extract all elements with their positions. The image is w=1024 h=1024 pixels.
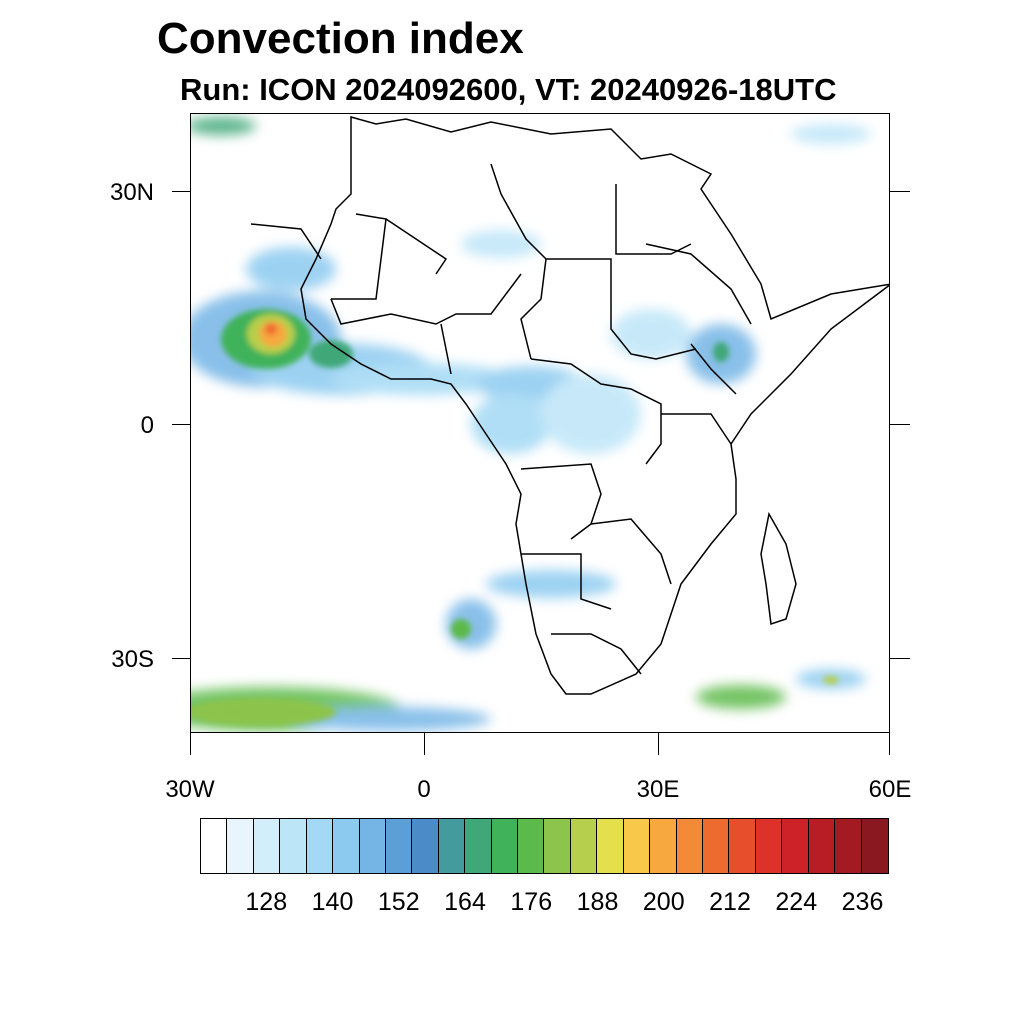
colorbar-swatch <box>438 819 466 873</box>
convection-field <box>191 117 871 731</box>
tick-bottom-60e <box>889 733 890 755</box>
colorbar-swatch <box>227 819 254 873</box>
coastlines <box>250 116 889 695</box>
tick-right-30s <box>890 658 910 659</box>
lon-label-30e: 30E <box>636 776 680 803</box>
colorbar-label: 176 <box>510 888 553 916</box>
map-frame <box>190 113 890 733</box>
colorbar-swatch <box>491 819 519 873</box>
colorbar <box>200 818 889 874</box>
tick-left-30n <box>172 191 190 192</box>
colorbar-swatch <box>782 819 809 873</box>
colorbar-swatch <box>518 819 545 873</box>
colorbar-swatch <box>306 819 334 873</box>
lat-label-0: 0 <box>140 412 154 439</box>
tick-right-30n <box>890 191 910 192</box>
tick-bottom-30e <box>658 733 659 755</box>
colorbar-label: 128 <box>245 888 288 916</box>
africa-convection-map <box>191 116 889 731</box>
colorbar-swatch <box>570 819 598 873</box>
colorbar-swatch <box>333 819 360 873</box>
lat-label-30n: 30N <box>109 179 154 206</box>
colorbar-label: 152 <box>377 888 420 916</box>
tick-left-30s <box>172 658 190 659</box>
chart-title: Convection index <box>157 14 524 63</box>
tick-bottom-0 <box>424 733 425 755</box>
colorbar-swatch <box>623 819 651 873</box>
lon-label-30w: 30W <box>165 776 215 803</box>
colorbar-label: 188 <box>576 888 619 916</box>
colorbar-swatch <box>412 819 439 873</box>
colorbar-swatch <box>465 819 492 873</box>
colorbar-label: 212 <box>709 888 751 916</box>
colorbar-label: 200 <box>642 888 685 916</box>
colorbar-swatch <box>835 819 862 873</box>
colorbar-swatch <box>729 819 756 873</box>
colorbar-swatch <box>544 819 571 873</box>
lon-label-60e: 60E <box>868 776 912 803</box>
colorbar-label: 164 <box>444 888 486 916</box>
lon-label-0: 0 <box>417 776 431 803</box>
colorbar-label: 236 <box>841 888 884 916</box>
colorbar-swatch <box>755 819 783 873</box>
colorbar-swatch <box>280 819 307 873</box>
colorbar-swatch <box>385 819 413 873</box>
colorbar-swatch <box>253 819 281 873</box>
colorbar-swatch <box>359 819 386 873</box>
lat-label-30s: 30S <box>111 646 154 673</box>
colorbar-swatch <box>650 819 677 873</box>
colorbar-swatch <box>703 819 730 873</box>
colorbar-swatch <box>861 819 888 873</box>
colorbar-swatch <box>201 819 228 873</box>
colorbar-label: 140 <box>311 888 354 916</box>
colorbar-swatch <box>808 819 836 873</box>
colorbar-swatch <box>676 819 704 873</box>
chart-subtitle: Run: ICON 2024092600, VT: 20240926-18UTC <box>180 72 837 107</box>
colorbar-label: 224 <box>775 888 818 916</box>
tick-right-0 <box>890 424 910 425</box>
colorbar-swatch <box>597 819 624 873</box>
tick-bottom-30w <box>190 733 191 755</box>
tick-left-0 <box>172 424 190 425</box>
